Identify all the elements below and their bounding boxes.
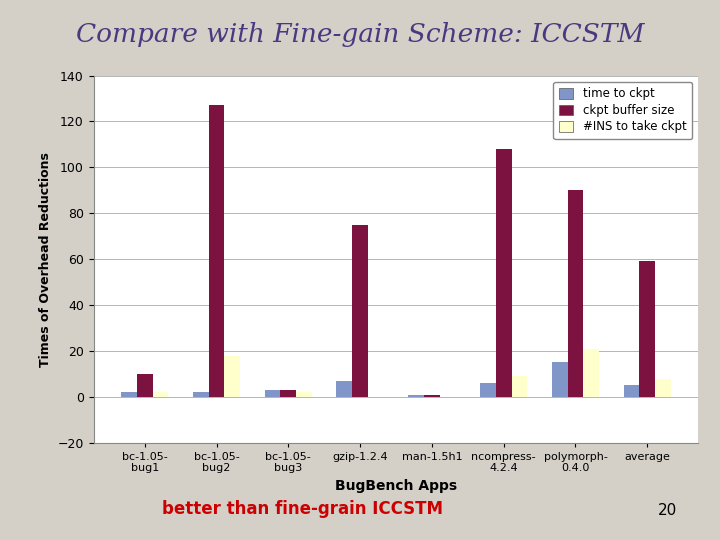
Bar (496, 149, 512, 397)
Bar (512, 376, 527, 397)
Bar (193, 392, 209, 397)
Text: 20: 20 (657, 503, 677, 518)
Bar (225, 355, 240, 397)
Bar (639, 261, 655, 397)
Bar (280, 390, 296, 397)
Bar (265, 390, 280, 397)
Bar (121, 392, 137, 397)
Legend: time to ckpt, ckpt buffer size, #INS to take ckpt: time to ckpt, ckpt buffer size, #INS to … (554, 82, 693, 139)
Bar (137, 374, 153, 397)
Bar (336, 381, 352, 397)
Bar (624, 386, 639, 397)
X-axis label: BugBench Apps: BugBench Apps (335, 479, 457, 493)
Bar (352, 225, 368, 397)
Bar (480, 383, 496, 397)
Bar (209, 105, 225, 397)
Bar (567, 190, 583, 397)
Bar (655, 379, 671, 397)
Bar (552, 362, 567, 397)
Text: better than fine-grain ICCSTM: better than fine-grain ICCSTM (162, 501, 443, 518)
Bar (424, 395, 440, 397)
Text: Compare with Fine-gain Scheme: ICCSTM: Compare with Fine-gain Scheme: ICCSTM (76, 22, 644, 46)
Bar (408, 395, 424, 397)
Bar (153, 392, 168, 397)
Y-axis label: Times of Overhead Reductions: Times of Overhead Reductions (39, 152, 52, 367)
Bar (583, 349, 599, 397)
Bar (296, 392, 312, 397)
